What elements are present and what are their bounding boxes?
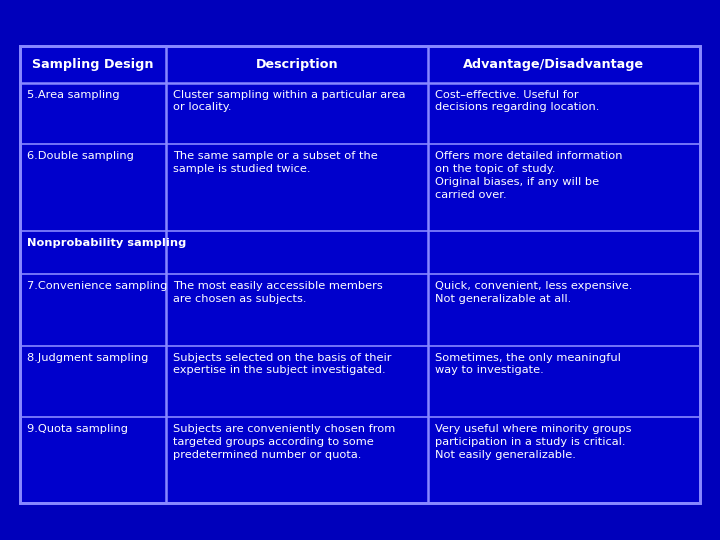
Text: 5.Area sampling: 5.Area sampling [27, 90, 120, 100]
Text: Subjects are conveniently chosen from
targeted groups according to some
predeter: Subjects are conveniently chosen from ta… [174, 424, 396, 460]
Text: Nonprobability sampling: Nonprobability sampling [27, 238, 186, 248]
Text: Advantage/Disadvantage: Advantage/Disadvantage [463, 58, 644, 71]
Text: Sometimes, the only meaningful
way to investigate.: Sometimes, the only meaningful way to in… [435, 353, 621, 375]
Text: 6.Double sampling: 6.Double sampling [27, 151, 134, 161]
Text: Offers more detailed information
on the topic of study.
Original biases, if any : Offers more detailed information on the … [435, 151, 623, 200]
Text: Very useful where minority groups
participation in a study is critical.
Not easi: Very useful where minority groups partic… [435, 424, 631, 460]
Text: 8.Judgment sampling: 8.Judgment sampling [27, 353, 149, 362]
Text: Cluster sampling within a particular area
or locality.: Cluster sampling within a particular are… [174, 90, 406, 112]
Text: The most easily accessible members
are chosen as subjects.: The most easily accessible members are c… [174, 281, 383, 304]
Text: Description: Description [256, 58, 338, 71]
Text: Cost–effective. Useful for
decisions regarding location.: Cost–effective. Useful for decisions reg… [435, 90, 600, 112]
Text: The same sample or a subset of the
sample is studied twice.: The same sample or a subset of the sampl… [174, 151, 378, 174]
Text: Subjects selected on the basis of their
expertise in the subject investigated.: Subjects selected on the basis of their … [174, 353, 392, 375]
Text: Sampling Design: Sampling Design [32, 58, 154, 71]
Text: 9.Quota sampling: 9.Quota sampling [27, 424, 128, 434]
Text: 7.Convenience sampling: 7.Convenience sampling [27, 281, 168, 291]
Text: Quick, convenient, less expensive.
Not generalizable at all.: Quick, convenient, less expensive. Not g… [435, 281, 633, 304]
FancyBboxPatch shape [20, 46, 700, 503]
